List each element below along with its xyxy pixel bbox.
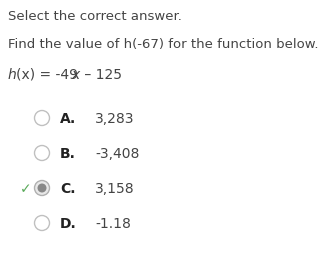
Circle shape — [35, 216, 49, 230]
Circle shape — [35, 181, 49, 196]
Text: C.: C. — [60, 182, 76, 196]
Circle shape — [35, 111, 49, 125]
Text: Find the value of h(-67) for the function below.: Find the value of h(-67) for the functio… — [8, 38, 319, 51]
Circle shape — [38, 183, 46, 193]
Text: h: h — [8, 68, 17, 82]
Text: 3,283: 3,283 — [95, 112, 134, 126]
Text: ✓: ✓ — [20, 182, 32, 196]
Text: x: x — [71, 68, 79, 82]
Text: 3,158: 3,158 — [95, 182, 135, 196]
Text: A.: A. — [60, 112, 76, 126]
Text: – 125: – 125 — [80, 68, 122, 82]
Text: (x) = -49: (x) = -49 — [16, 68, 78, 82]
Text: -1.18: -1.18 — [95, 217, 131, 231]
Text: Select the correct answer.: Select the correct answer. — [8, 10, 182, 23]
Circle shape — [35, 145, 49, 160]
Text: -3,408: -3,408 — [95, 147, 139, 161]
Text: B.: B. — [60, 147, 76, 161]
Text: D.: D. — [60, 217, 77, 231]
